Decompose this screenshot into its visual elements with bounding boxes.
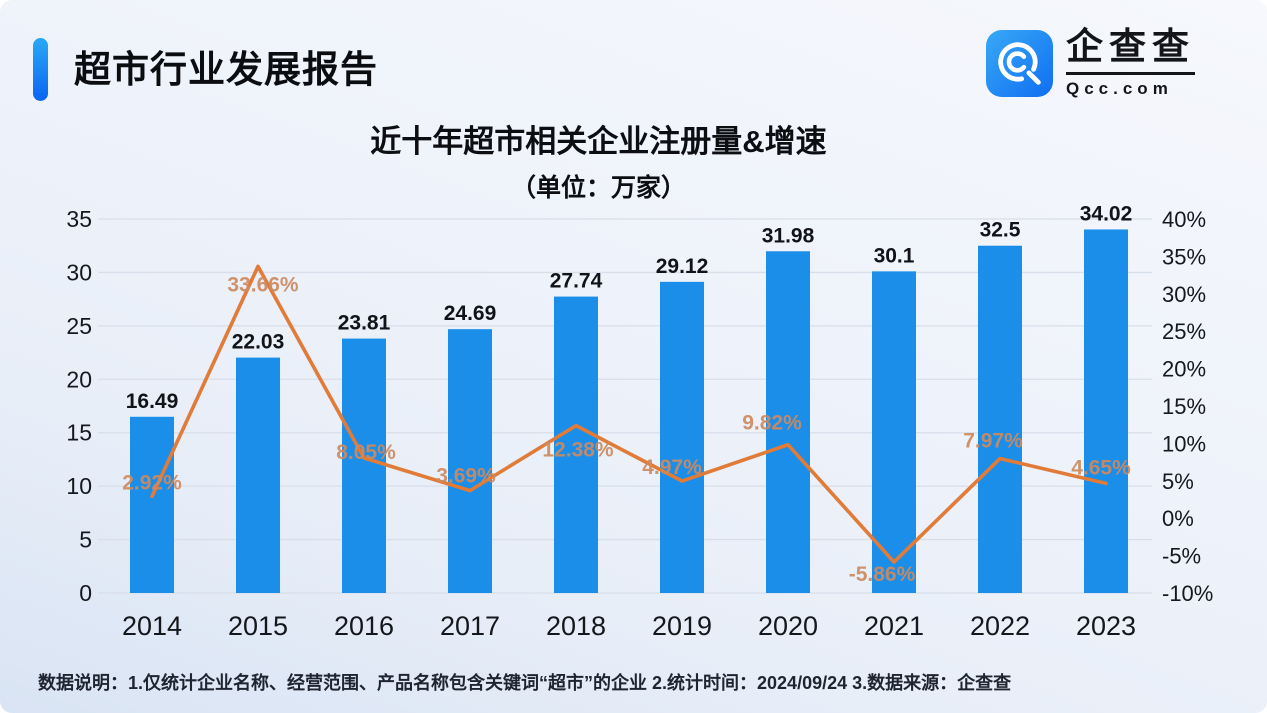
chart-subtitle: （单位：万家） [510,174,686,202]
growth-label: 9.82% [742,412,802,435]
left-axis-tick: 15 [66,420,92,446]
growth-label: -5.86% [849,563,916,586]
bar-2018 [554,296,598,593]
qcc-logo: 企查查 Qcc.com [986,27,1195,99]
bar-2016 [342,338,386,593]
growth-label: 2.92% [122,471,182,494]
bar-2015 [236,357,280,593]
left-axis-tick: 30 [66,259,92,285]
bar-2023 [1084,229,1128,594]
left-axis-tick: 20 [66,366,92,392]
x-axis-label-2015: 2015 [228,611,288,641]
growth-label: 3.69% [436,465,496,488]
qcc-logo-icon [986,29,1053,97]
right-axis-tick: 20% [1162,357,1206,382]
growth-label: 33.66% [227,273,299,296]
left-axis-tick: 35 [66,206,92,232]
x-axis-label-2018: 2018 [546,611,606,641]
bar-2021 [872,271,916,593]
right-axis-tick: 10% [1162,431,1206,456]
growth-label: 7.97% [963,430,1023,453]
x-axis-label-2016: 2016 [334,611,394,641]
growth-label: 4.97% [642,456,702,479]
x-axis-label-2020: 2020 [758,611,818,641]
chart-title-block: 近十年超市相关企业注册量&增速 （单位：万家） [0,116,1197,204]
left-axis-tick: 25 [66,313,92,339]
right-axis-tick: 15% [1162,394,1206,419]
x-axis-label-2019: 2019 [652,611,712,641]
qcc-logo-name: 企查查 [1066,27,1195,75]
chart-title: 近十年超市相关企业注册量&增速 [370,124,827,159]
bar-value-label: 24.69 [444,302,497,325]
header-accent-bar [33,38,48,101]
bar-value-label: 34.02 [1080,202,1133,225]
bar-value-label: 23.81 [338,312,391,335]
right-axis-tick: 5% [1162,469,1194,494]
left-axis-tick: 10 [66,473,92,499]
bar-2022 [978,245,1022,593]
bar-value-label: 16.49 [126,390,179,413]
left-axis-tick: 5 [79,527,92,553]
bar-value-label: 29.12 [656,255,709,278]
right-axis-tick: -10% [1162,581,1213,606]
right-axis-tick: 35% [1162,244,1206,269]
bar-value-label: 30.1 [874,244,915,267]
growth-label: 12.38% [542,439,614,462]
growth-line [150,264,1108,564]
data-notes: 数据说明：1.仅统计企业名称、经营范围、产品名称包含关键词“超市”的企业 2.统… [38,673,1012,693]
bar-value-label: 27.74 [550,270,603,293]
bar-value-label: 31.98 [762,224,815,247]
x-axis-label-2023: 2023 [1076,611,1136,641]
bar-value-label: 32.5 [980,219,1021,242]
qcc-logo-text: 企查查 Qcc.com [1066,27,1195,99]
bar-2020 [766,251,810,593]
right-axis-tick: 30% [1162,282,1206,307]
x-axis-label-2014: 2014 [122,611,182,641]
qcc-logo-domain: Qcc.com [1066,78,1173,98]
right-axis-tick: 0% [1162,506,1194,531]
right-axis-tick: 40% [1162,207,1206,232]
x-axis-label-2022: 2022 [970,611,1030,641]
growth-label: 8.05% [336,441,396,464]
x-axis-label-2017: 2017 [440,611,500,641]
growth-label: 4.65% [1071,456,1131,479]
bar-2017 [448,329,492,593]
right-axis-tick: 25% [1162,319,1206,344]
bar-2019 [660,281,704,593]
left-axis-tick: 0 [79,580,92,606]
bar-value-label: 22.03 [232,331,285,354]
x-axis-label-2021: 2021 [864,611,924,641]
bar-2014 [130,416,174,593]
page-title: 超市行业发展报告 [74,49,378,90]
right-axis-tick: -5% [1162,544,1201,569]
